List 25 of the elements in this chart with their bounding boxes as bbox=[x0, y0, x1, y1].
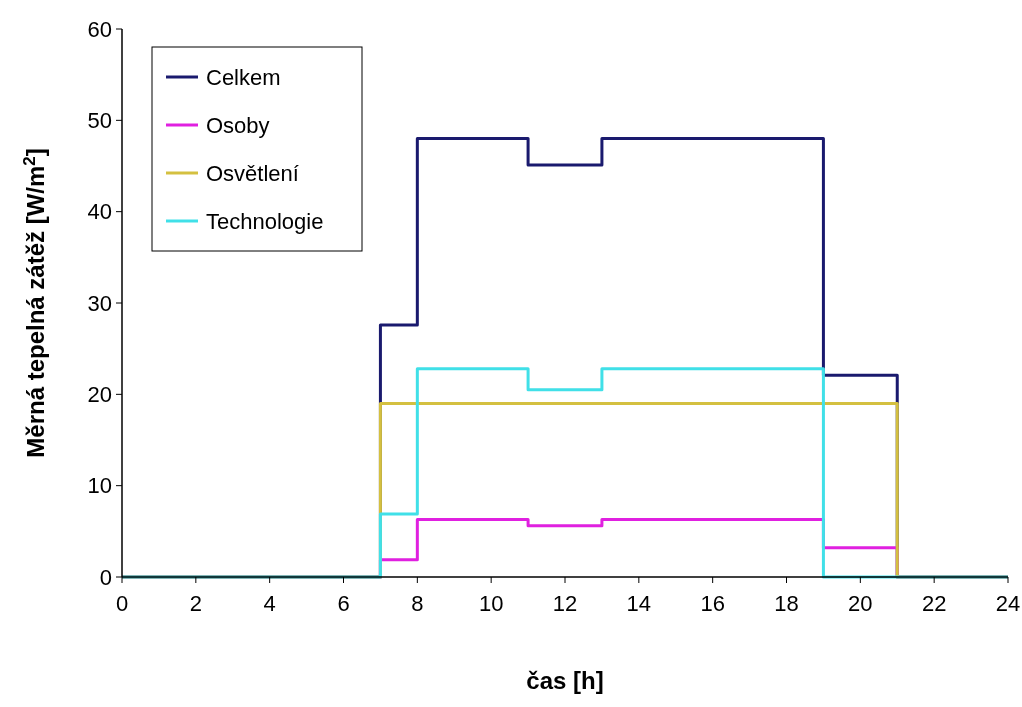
x-tick-label: 8 bbox=[411, 591, 424, 616]
legend-label: Technologie bbox=[206, 208, 324, 234]
legend-label: Celkem bbox=[206, 64, 281, 90]
x-tick-label: 14 bbox=[626, 591, 652, 616]
y-tick-label: 60 bbox=[87, 16, 112, 42]
y-tick-label: 10 bbox=[87, 473, 112, 499]
y-tick-label: 50 bbox=[87, 108, 112, 134]
x-tick-label: 22 bbox=[921, 591, 947, 616]
x-tick-label: 10 bbox=[478, 591, 504, 616]
x-tick-label: 24 bbox=[995, 591, 1021, 616]
y-tick-label: 20 bbox=[87, 382, 112, 408]
legend-label: Osvětlení bbox=[206, 160, 299, 186]
y-tick-label: 30 bbox=[87, 290, 112, 316]
x-tick-label: 18 bbox=[774, 591, 799, 616]
x-tick-label: 12 bbox=[552, 591, 578, 616]
y-tick-label: 40 bbox=[87, 199, 112, 225]
x-axis-title: čas [h] bbox=[526, 667, 604, 694]
x-tick-label: 6 bbox=[337, 591, 350, 616]
x-tick-label: 2 bbox=[189, 591, 202, 616]
x-tick-label: 4 bbox=[263, 591, 276, 616]
x-tick-label: 16 bbox=[700, 591, 725, 616]
legend-label: Osoby bbox=[206, 112, 270, 138]
x-tick-label: 0 bbox=[115, 591, 129, 616]
y-tick-label: 0 bbox=[99, 564, 112, 590]
x-tick-label: 20 bbox=[848, 591, 873, 616]
